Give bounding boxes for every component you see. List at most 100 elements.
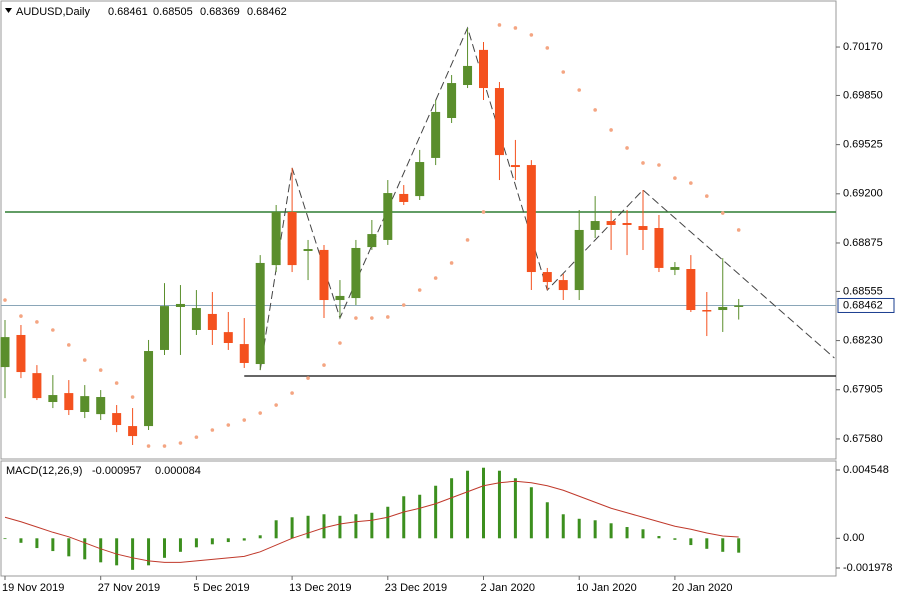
- sar-dot: [609, 128, 613, 132]
- sar-dot: [370, 316, 374, 320]
- sar-dot: [641, 161, 645, 165]
- sar-dot: [258, 411, 263, 415]
- sar-dot: [481, 210, 486, 214]
- macd-bar: [178, 538, 182, 552]
- sar-dot: [51, 328, 55, 332]
- main-frame: [0, 0, 837, 460]
- candle-body: [319, 249, 329, 301]
- sar-dot: [114, 381, 119, 385]
- candle-body: [463, 65, 473, 86]
- candle-body: [526, 165, 536, 273]
- candle-body: [383, 193, 393, 240]
- sar-dot: [338, 341, 342, 345]
- macd-bar: [482, 467, 485, 539]
- chart-title: AUDUSD,Daily: [16, 6, 90, 18]
- candle-body: [64, 393, 74, 411]
- candle-body: [160, 306, 169, 350]
- macd-bar: [641, 529, 645, 539]
- macd-bar: [625, 527, 629, 539]
- candle-body: [271, 211, 281, 266]
- sar-dot: [736, 228, 741, 232]
- candle-body: [351, 247, 361, 299]
- x-tick-label: 10 Jan 2020: [576, 582, 637, 594]
- candle-body: [287, 211, 297, 266]
- macd-bar: [689, 538, 693, 546]
- sar-dot: [705, 194, 709, 198]
- candle-body: [399, 193, 409, 202]
- sar-dot: [242, 418, 247, 422]
- sar-dot: [449, 261, 454, 265]
- signal-line: [4, 480, 739, 563]
- macd-bar: [497, 470, 501, 539]
- sar-dot: [130, 395, 135, 399]
- sar-dot: [625, 146, 629, 150]
- x-tick-label: 27 Nov 2019: [98, 582, 160, 594]
- candle-body: [606, 221, 616, 225]
- macd-value: -0.000957: [92, 465, 142, 477]
- macd-bar: [370, 512, 374, 539]
- candle-body: [80, 396, 90, 413]
- macd-bar: [19, 538, 23, 543]
- candle-body: [542, 272, 552, 283]
- macd-bar: [737, 538, 741, 553]
- macd-bar: [258, 535, 262, 539]
- candle-body: [702, 310, 712, 312]
- sar-dot: [274, 403, 278, 407]
- macd-bar: [513, 478, 517, 539]
- macd-bar: [3, 538, 7, 540]
- macd-bar: [338, 515, 342, 539]
- sar-dot: [529, 33, 534, 37]
- macd-bar: [657, 536, 661, 539]
- candle-body: [431, 111, 441, 158]
- signal-value: 0.000084: [155, 465, 201, 477]
- sar-dot: [194, 435, 199, 439]
- macd-bar: [306, 515, 310, 539]
- y-tick-label: 0.00: [843, 532, 864, 544]
- candle-body: [191, 308, 201, 330]
- macd-bar: [545, 502, 549, 539]
- candle-body: [335, 295, 345, 301]
- x-tick-label: 19 Nov 2019: [2, 582, 64, 594]
- menu-triangle[interactable]: [5, 8, 12, 13]
- sar-dot: [290, 391, 294, 395]
- y-tick-label: 0.69200: [843, 188, 883, 200]
- y-tick-label: 0.004548: [843, 464, 889, 476]
- macd-bar: [529, 487, 533, 539]
- sar-dot: [226, 423, 231, 427]
- macd-bar: [609, 523, 613, 539]
- y-tick-label: -0.001978: [843, 562, 893, 574]
- candle-body: [144, 351, 154, 427]
- macd-bar: [147, 538, 151, 566]
- sar-dot: [561, 70, 566, 74]
- price-tag-label: 0.68462: [843, 299, 883, 311]
- sar-dot: [545, 46, 550, 50]
- sar-dot: [673, 176, 677, 180]
- candle-body: [223, 332, 233, 344]
- sar-dot: [513, 26, 518, 30]
- macd-bar: [163, 538, 166, 558]
- sar-dot: [67, 343, 71, 347]
- y-tick-label: 0.69850: [843, 89, 883, 101]
- macd-bar: [99, 538, 103, 563]
- candle-body: [574, 229, 584, 291]
- sar-dot: [593, 108, 597, 112]
- price-tag: [837, 297, 895, 313]
- candle-body: [255, 262, 265, 365]
- x-tick-label: 13 Dec 2019: [289, 582, 351, 594]
- sar-dot: [146, 444, 151, 448]
- sar-dot: [497, 23, 502, 27]
- macd-frame: [0, 460, 837, 577]
- candle-body: [670, 267, 680, 270]
- candle-body: [718, 306, 728, 311]
- candle-body: [558, 280, 568, 291]
- sar-dot: [3, 298, 7, 302]
- candle-body: [207, 313, 217, 330]
- y-tick-label: 0.68230: [843, 334, 883, 346]
- sar-dot: [210, 428, 215, 432]
- macd-bar: [593, 520, 597, 539]
- macd-bar: [450, 478, 454, 539]
- macd-bar: [673, 538, 677, 540]
- macd-bar: [83, 538, 87, 560]
- high-value: 0.68505: [153, 6, 193, 18]
- macd-bar: [226, 538, 230, 543]
